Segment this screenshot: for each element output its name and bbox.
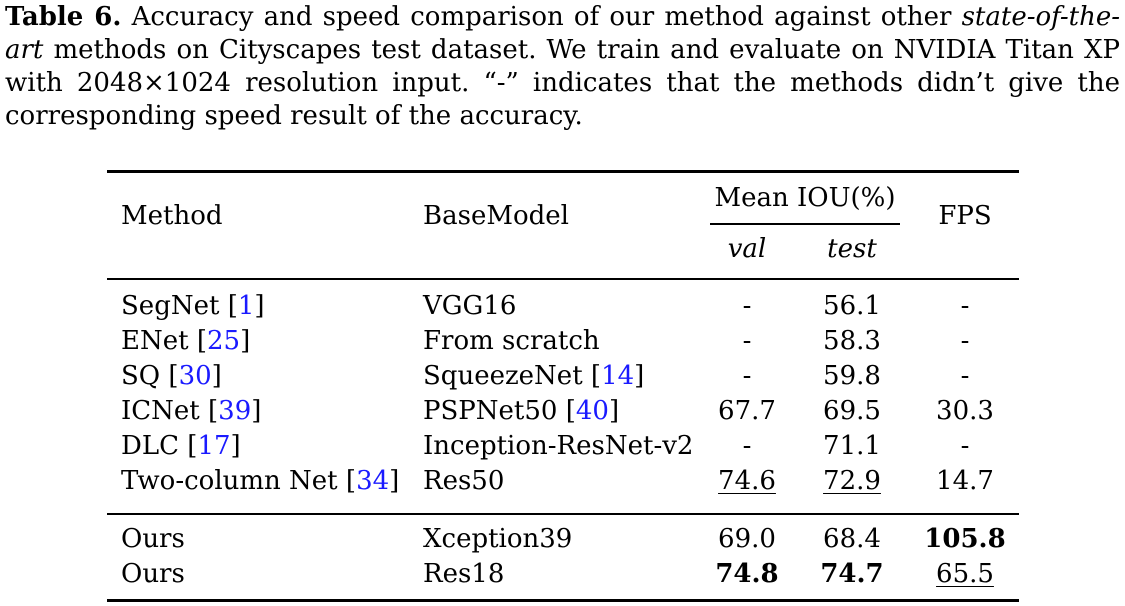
table-row-test: 72.9 (823, 466, 881, 496)
bottom-rule (107, 599, 1019, 602)
table-caption: Table 6. Accuracy and speed comparison o… (5, 1, 1120, 133)
table-row-test: 71.1 (823, 431, 881, 461)
citation-link[interactable]: 17 (197, 431, 231, 461)
table-row-test: 59.8 (823, 361, 881, 391)
base-name: PSPNet50 (423, 396, 558, 426)
table-row-method: SQ [30] (121, 361, 222, 391)
caption-emphasis: state-of-the-art (5, 2, 1121, 65)
table-row-val: 67.7 (718, 396, 776, 426)
table-row-test: 56.1 (823, 291, 881, 321)
method-name: SegNet (121, 291, 220, 321)
table-row-fps: - (960, 431, 970, 461)
table-row-base: SqueezeNet [14] (423, 361, 645, 391)
citation-link[interactable]: 25 (207, 326, 241, 356)
citation-link[interactable]: 1 (237, 291, 255, 321)
ours-row-base: Res18 (423, 559, 505, 589)
table-row-fps: - (960, 361, 970, 391)
header-rule (107, 278, 1019, 280)
header-mean-iou: Mean IOU(%) (714, 183, 896, 213)
table-row-base: VGG16 (423, 291, 517, 321)
base-name: SqueezeNet (423, 361, 583, 391)
method-name: SQ (121, 361, 161, 391)
header-test: test (827, 234, 877, 264)
mean-iou-subrule (710, 223, 900, 225)
table-row-fps: 30.3 (936, 396, 994, 426)
table-row-val: - (742, 326, 752, 356)
citation-link[interactable]: 30 (178, 361, 212, 391)
top-rule (107, 170, 1019, 173)
table-row-base: From scratch (423, 326, 600, 356)
citation-link[interactable]: 39 (218, 396, 252, 426)
comparison-table: Method BaseModel Mean IOU(%) val test FP… (107, 170, 1019, 604)
table-row-val: - (742, 291, 752, 321)
citation-link[interactable]: 14 (601, 361, 635, 391)
citation-link[interactable]: 34 (356, 466, 390, 496)
table-row-val: 74.6 (718, 466, 776, 496)
ours-row-test: 74.7 (820, 559, 884, 589)
table-row-test: 69.5 (823, 396, 881, 426)
ours-row-fps: 105.8 (924, 524, 1006, 554)
ours-rule (107, 513, 1019, 515)
header-fps: FPS (938, 201, 992, 231)
caption-label: Table 6. (5, 2, 122, 32)
table-row-method: ENet [25] (121, 326, 251, 356)
method-name: ICNet (121, 396, 200, 426)
table-row-method: SegNet [1] (121, 291, 265, 321)
method-name: DLC (121, 431, 180, 461)
table-row-method: Two-column Net [34] (121, 466, 400, 496)
ours-row-method: Ours (121, 559, 185, 589)
table-row-val: - (742, 361, 752, 391)
table-row-fps: - (960, 326, 970, 356)
table-row-method: DLC [17] (121, 431, 241, 461)
ours-row-method: Ours (121, 524, 185, 554)
citation-link[interactable]: 40 (575, 396, 609, 426)
table-row-method: ICNet [39] (121, 396, 262, 426)
header-method: Method (121, 201, 223, 231)
table-row-base: Res50 (423, 466, 505, 496)
method-name: ENet (121, 326, 189, 356)
table-row-base: Inception-ResNet-v2 (423, 431, 694, 461)
table-row-fps: - (960, 291, 970, 321)
table-row-val: - (742, 431, 752, 461)
table-row-base: PSPNet50 [40] (423, 396, 620, 426)
caption-text-b: methods on Cityscapes test dataset. We t… (5, 35, 1120, 131)
caption-text-a: Accuracy and speed comparison of our met… (121, 2, 962, 32)
table-row-fps: 14.7 (936, 466, 994, 496)
ours-row-val: 74.8 (715, 559, 779, 589)
ours-row-base: Xception39 (423, 524, 573, 554)
method-name: Two-column Net (121, 466, 338, 496)
ours-row-fps: 65.5 (936, 559, 994, 589)
header-basemodel: BaseModel (423, 201, 569, 231)
ours-row-test: 68.4 (823, 524, 881, 554)
ours-row-val: 69.0 (718, 524, 776, 554)
header-val: val (727, 234, 767, 264)
table-row-test: 58.3 (823, 326, 881, 356)
